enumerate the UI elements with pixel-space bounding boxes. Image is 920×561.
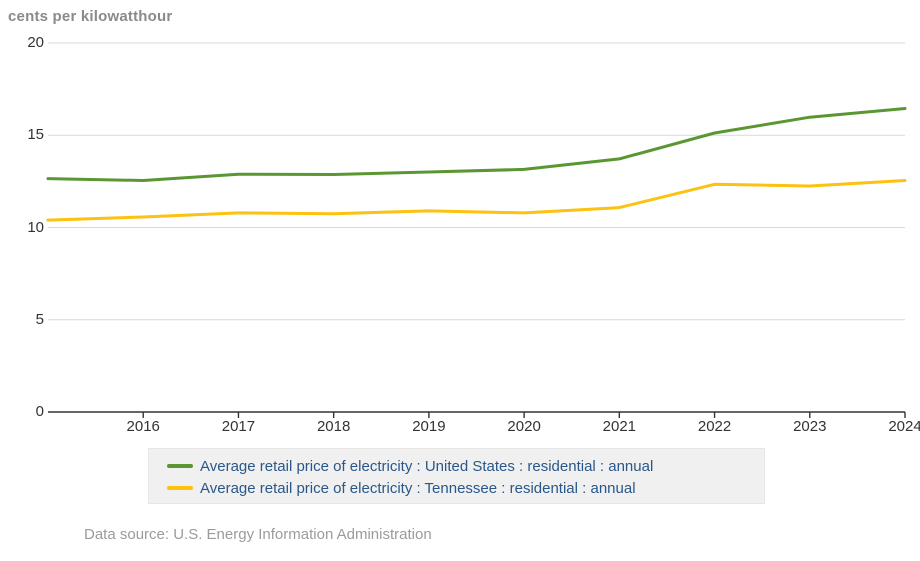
legend-item-united-states[interactable]: Average retail price of electricity : Un… [149,455,764,477]
legend-swatch-tennessee [167,486,193,490]
legend-label-tennessee: Average retail price of electricity : Te… [200,479,636,497]
chart-title: cents per kilowatthour [8,8,173,25]
legend-item-tennessee[interactable]: Average retail price of electricity : Te… [149,477,764,499]
x-tick-label-2022: 2022 [697,418,732,435]
y-tick-label-10: 10 [27,218,44,236]
y-tick-label-20: 20 [27,34,44,51]
x-tick-label-2019: 2019 [412,418,446,435]
legend-label-united-states: Average retail price of electricity : Un… [200,457,654,475]
y-tick-label-15: 15 [27,126,44,144]
data-source-note: Data source: U.S. Energy Information Adm… [84,526,432,543]
x-tick-label-2017: 2017 [221,418,256,435]
x-tick-label-2023: 2023 [793,418,827,435]
series-line-tennessee[interactable] [46,179,907,222]
x-tick-label-2016: 2016 [126,418,160,435]
x-tick-label-2020: 2020 [507,418,541,435]
legend: Average retail price of electricity : Un… [148,448,765,504]
series-line-united-states[interactable] [46,107,907,182]
x-tick-label-2018: 2018 [316,418,351,435]
y-tick-label-5: 5 [35,310,44,328]
legend-swatch-united-states [167,464,193,468]
x-tick-label-2024: 2024 [888,418,920,435]
x-tick-label-2021: 2021 [602,418,637,435]
y-tick-label-0: 0 [35,403,44,420]
